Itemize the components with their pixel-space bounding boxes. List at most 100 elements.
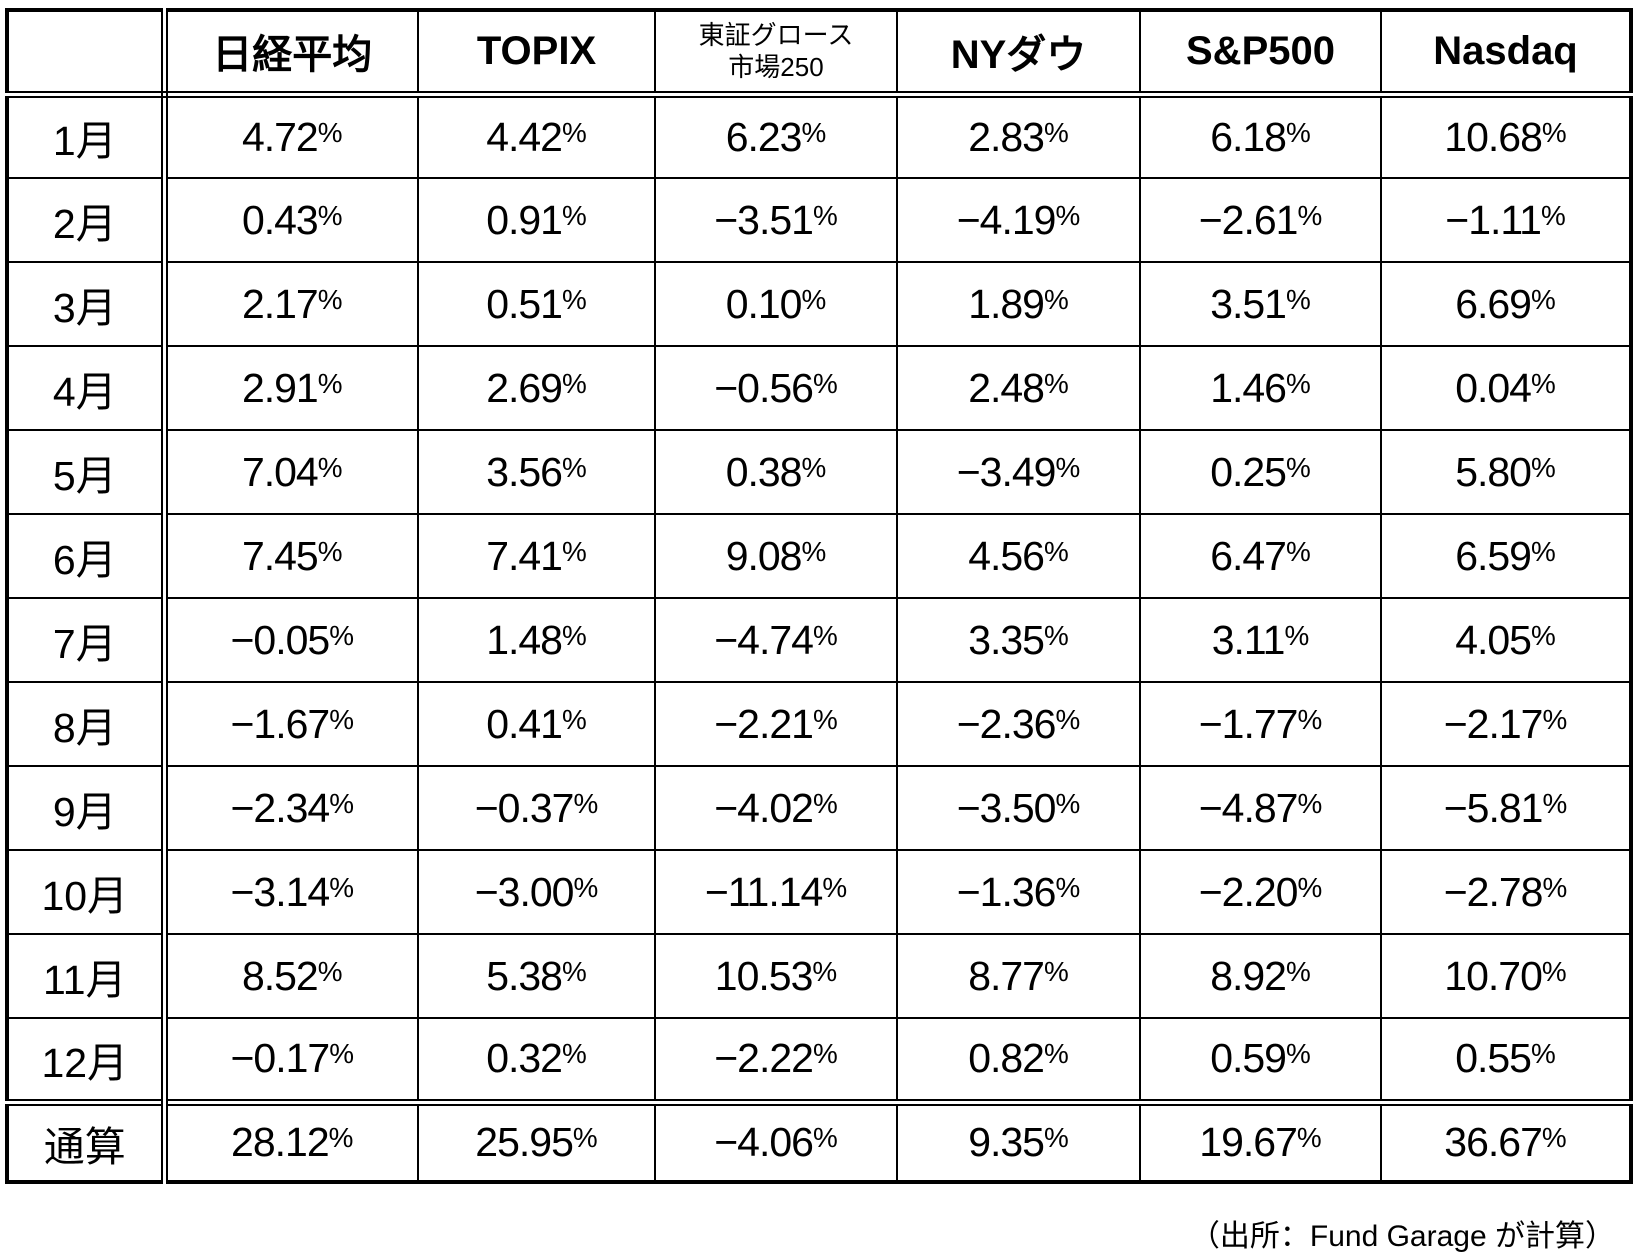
cell-value: −1.36% — [896, 849, 1141, 935]
percent-sign: % — [801, 535, 827, 567]
cell-value: −3.50% — [896, 765, 1141, 851]
percent-sign: % — [1531, 283, 1556, 315]
percent-sign: % — [562, 116, 587, 148]
cell-value: −3.51% — [654, 177, 898, 263]
cell-value: −4.02% — [654, 765, 898, 851]
cell-value: 7.41% — [417, 513, 656, 599]
percent-sign: % — [1286, 535, 1311, 567]
percent-sign: % — [317, 451, 343, 483]
row-label: 11月 — [6, 933, 168, 1019]
table-row: 12月 −0.17% 0.32% −2.22% 0.82% 0.59% 0.55% — [6, 1017, 1632, 1103]
column-header-line1: 東証グロース — [698, 19, 854, 50]
cell-value: 4.05% — [1380, 597, 1632, 683]
cell-value: 2.48% — [896, 345, 1141, 431]
percent-sign: % — [1044, 535, 1069, 567]
cell-value: 0.10% — [654, 261, 898, 347]
percent-sign: % — [328, 1122, 354, 1154]
cell-value: 10.70% — [1380, 933, 1632, 1019]
percent-sign: % — [317, 199, 343, 231]
cell-value: 10.68% — [1380, 93, 1632, 179]
cell-value: 19.67% — [1139, 1098, 1382, 1183]
percent-sign: % — [812, 367, 838, 399]
percent-sign: % — [1531, 1038, 1556, 1070]
cell-value: 4.56% — [896, 513, 1141, 599]
percent-sign: % — [562, 703, 587, 735]
cell-value: 0.43% — [163, 177, 419, 263]
percent-sign: % — [812, 619, 838, 651]
cell-value: −11.14% — [654, 849, 898, 935]
column-header: NYダウ — [896, 9, 1141, 98]
percent-sign: % — [1055, 871, 1081, 903]
cell-value: −2.36% — [896, 681, 1141, 767]
percent-sign: % — [812, 703, 838, 735]
percent-sign: % — [801, 283, 827, 315]
cell-value: 5.80% — [1380, 429, 1632, 515]
table-row: 11月 8.52% 5.38% 10.53% 8.77% 8.92% 10.70% — [6, 933, 1632, 1019]
source-note: （出所：Fund Garage が計算） — [1189, 1220, 1615, 1253]
percent-sign: % — [1286, 451, 1311, 483]
percent-sign: % — [1055, 199, 1081, 231]
table-row: 2月 0.43% 0.91% −3.51% −4.19% −2.61% −1.11% — [6, 177, 1632, 263]
row-label: 12月 — [6, 1017, 168, 1103]
cell-value: −4.06% — [654, 1098, 898, 1183]
cell-value: 4.42% — [417, 93, 656, 179]
percent-sign: % — [562, 1038, 587, 1070]
percent-sign: % — [1055, 787, 1081, 819]
cell-value: −0.37% — [417, 765, 656, 851]
percent-sign: % — [562, 619, 587, 651]
cell-value: 0.25% — [1139, 429, 1382, 515]
percent-sign: % — [317, 535, 343, 567]
row-label: 4月 — [6, 345, 168, 431]
percent-sign: % — [1044, 116, 1069, 148]
percent-sign: % — [1531, 451, 1556, 483]
percent-sign: % — [1044, 283, 1069, 315]
percent-sign: % — [562, 199, 587, 231]
cell-value: 2.83% — [896, 93, 1141, 179]
cell-value: 3.35% — [896, 597, 1141, 683]
table-row: 9月 −2.34% −0.37% −4.02% −3.50% −4.87% −5.81% — [6, 765, 1632, 851]
percent-sign: % — [562, 451, 587, 483]
cell-value: −1.67% — [163, 681, 419, 767]
percent-sign: % — [329, 703, 355, 735]
cell-value: 1.46% — [1139, 345, 1382, 431]
percent-sign: % — [1286, 116, 1311, 148]
percent-sign: % — [812, 199, 838, 231]
cell-value: 0.55% — [1380, 1017, 1632, 1103]
cell-value: 5.38% — [417, 933, 656, 1019]
percent-sign: % — [562, 535, 587, 567]
row-label: 3月 — [6, 261, 168, 347]
row-label: 1月 — [6, 93, 168, 179]
cell-value: −4.19% — [896, 177, 1141, 263]
percent-sign: % — [801, 116, 827, 148]
percent-sign: % — [562, 283, 587, 315]
performance-table: 日経平均 TOPIX 東証グロース 市場250 NYダウ S&P500 Nasdaq 1月 4… — [5, 8, 1633, 1184]
percent-sign: % — [573, 787, 599, 819]
total-row: 通算 28.12% 25.95% −4.06% 9.35% 19.67% 36.67% — [6, 1098, 1632, 1183]
percent-sign: % — [562, 367, 587, 399]
percent-sign: % — [1284, 619, 1310, 651]
cell-value: 25.95% — [417, 1098, 656, 1183]
percent-sign: % — [812, 787, 838, 819]
table-row: 4月 2.91% 2.69% −0.56% 2.48% 1.46% 0.04% — [6, 345, 1632, 431]
cell-value: 7.45% — [163, 513, 419, 599]
percent-sign: % — [1297, 199, 1323, 231]
cell-value: 2.17% — [163, 261, 419, 347]
percent-sign: % — [329, 787, 355, 819]
cell-value: −2.21% — [654, 681, 898, 767]
cell-value: 7.04% — [163, 429, 419, 515]
percent-sign: % — [1531, 619, 1556, 651]
percent-sign: % — [812, 955, 838, 987]
cell-value: 8.77% — [896, 933, 1141, 1019]
percent-sign: % — [1296, 1122, 1322, 1154]
percent-sign: % — [562, 955, 587, 987]
percent-sign: % — [1286, 955, 1311, 987]
cell-value: 6.47% — [1139, 513, 1382, 599]
table-row: 6月 7.45% 7.41% 9.08% 4.56% 6.47% 6.59% — [6, 513, 1632, 599]
percent-sign: % — [1297, 871, 1323, 903]
percent-sign: % — [572, 1122, 598, 1154]
cell-value: 0.41% — [417, 681, 656, 767]
cell-value: 4.72% — [163, 93, 419, 179]
corner-cell — [6, 9, 168, 98]
header-row: 日経平均 TOPIX 東証グロース 市場250 NYダウ S&P500 Nasdaq — [6, 9, 1632, 98]
